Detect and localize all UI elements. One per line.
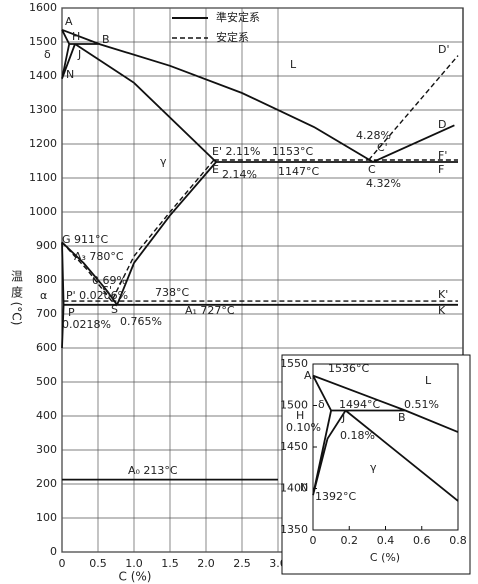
point-label: A xyxy=(304,369,312,382)
y-tick-label: 400 xyxy=(36,409,57,422)
point-label: 4.28% xyxy=(356,129,391,142)
point-label: J xyxy=(77,48,81,61)
phase-line xyxy=(312,374,459,502)
point-label: 0.0218% xyxy=(62,318,111,331)
x-tick-label: 0 xyxy=(310,534,317,547)
point-label: J xyxy=(341,411,345,424)
phase-line xyxy=(61,55,459,302)
y-tick-label: 1600 xyxy=(29,1,57,14)
x-tick-label: 0.2 xyxy=(341,534,359,547)
point-label: P xyxy=(68,306,75,319)
point-label: G 911°C xyxy=(62,233,109,246)
inset-chart: 1350 1400 1450 1500 1550 0 0.2 0.4 0.6 0.8 1536°C A… xyxy=(280,357,467,547)
point-label: 2.14% xyxy=(222,168,257,181)
x-tick-label: 2.0 xyxy=(197,557,215,570)
main-chart: 0 100 200 300 400 500 600 700 800 900 1000 1100 1200… xyxy=(29,1,463,570)
point-label: K xyxy=(438,304,446,317)
point-label: 1494°C xyxy=(339,398,380,411)
x-tick-label: 0 xyxy=(59,557,66,570)
point-label: L xyxy=(290,58,297,71)
y-tick-label: 0 xyxy=(50,545,57,558)
y-tick-label: 1400 xyxy=(29,69,57,82)
x-tick-label: 0.6 xyxy=(413,534,431,547)
y-tick-label: 200 xyxy=(36,477,57,490)
y-tick-label: 300 xyxy=(36,443,57,456)
y-tick-label: 800 xyxy=(36,273,57,286)
y-tick-label: 100 xyxy=(36,511,57,524)
y-tick-label: 500 xyxy=(36,375,57,388)
point-label: N xyxy=(66,68,74,81)
y-tick-label: 1400 xyxy=(280,482,308,495)
point-label: 0.51% xyxy=(404,398,439,411)
y-tick-label: 1350 xyxy=(280,523,308,536)
point-label: S' xyxy=(102,284,112,297)
y-tick-label: 700 xyxy=(36,307,57,320)
point-label: 1536°C xyxy=(328,362,369,375)
point-label: δ xyxy=(44,48,51,61)
point-label: F' xyxy=(438,149,447,162)
y-tick-label: 600 xyxy=(36,341,57,354)
point-label: H xyxy=(296,409,304,422)
point-label: α xyxy=(40,289,47,302)
y-tick-label: 1450 xyxy=(280,440,308,453)
point-label: 4.32% xyxy=(366,177,401,190)
y-tick-label: 1300 xyxy=(29,103,57,116)
point-label: H xyxy=(72,30,80,43)
point-label: γ xyxy=(370,461,377,474)
point-label: P' 0.0206% xyxy=(66,289,128,302)
point-label: N xyxy=(300,481,308,494)
point-label: 1153°C xyxy=(272,145,313,158)
y-tick-label: 1550 xyxy=(280,357,308,370)
point-label: A₃ 780°C xyxy=(74,250,124,263)
point-label: δ xyxy=(318,398,325,411)
point-label: K' xyxy=(438,288,448,301)
x-tick-label: 1.5 xyxy=(161,557,179,570)
phase-line xyxy=(61,28,458,481)
point-label: 1392°C xyxy=(315,490,356,503)
point-label: 738°C xyxy=(155,286,189,299)
point-label: E' 2.11% xyxy=(212,145,260,158)
point-label: B xyxy=(398,411,406,424)
x-tick-label: 0.8 xyxy=(449,534,467,547)
y-tick-label: 1200 xyxy=(29,137,57,150)
x-axis-label: C (%) xyxy=(370,551,400,564)
point-label: E xyxy=(212,163,219,176)
point-label: D' xyxy=(438,43,450,56)
x-tick-label: 1.0 xyxy=(125,557,143,570)
point-label: 0.18% xyxy=(340,429,375,442)
point-label: B xyxy=(102,33,110,46)
y-tick-label: 1000 xyxy=(29,205,57,218)
point-label: 0.765% xyxy=(120,315,162,328)
y-axis-label: 温 度 (°C) xyxy=(10,270,24,326)
y-tick-label: 1100 xyxy=(29,171,57,184)
point-label: S xyxy=(111,303,118,316)
x-axis-label: C (%) xyxy=(119,570,152,584)
legend-label: 準安定系 xyxy=(216,10,260,24)
point-label: 1147°C xyxy=(278,165,319,178)
y-tick-label: 1500 xyxy=(280,399,308,412)
point-label: D xyxy=(438,118,446,131)
point-label: A xyxy=(65,15,73,28)
y-tick-label: 1500 xyxy=(29,35,57,48)
point-label: C' xyxy=(377,141,388,154)
point-label: 0.10% xyxy=(286,421,321,434)
point-label: γ xyxy=(160,155,167,168)
legend-label: 安定系 xyxy=(216,30,249,44)
x-tick-label: 0.4 xyxy=(377,534,395,547)
point-label: L xyxy=(425,374,432,387)
y-tick-label: 900 xyxy=(36,239,57,252)
point-label: 0.69% xyxy=(92,274,127,287)
point-label: A₁ 727°C xyxy=(185,304,235,317)
point-label: C xyxy=(368,163,376,176)
point-label: F xyxy=(438,163,444,176)
point-label: A₀ 213°C xyxy=(128,464,178,477)
x-tick-label: 0.5 xyxy=(89,557,107,570)
x-tick-label: 2.5 xyxy=(233,557,251,570)
